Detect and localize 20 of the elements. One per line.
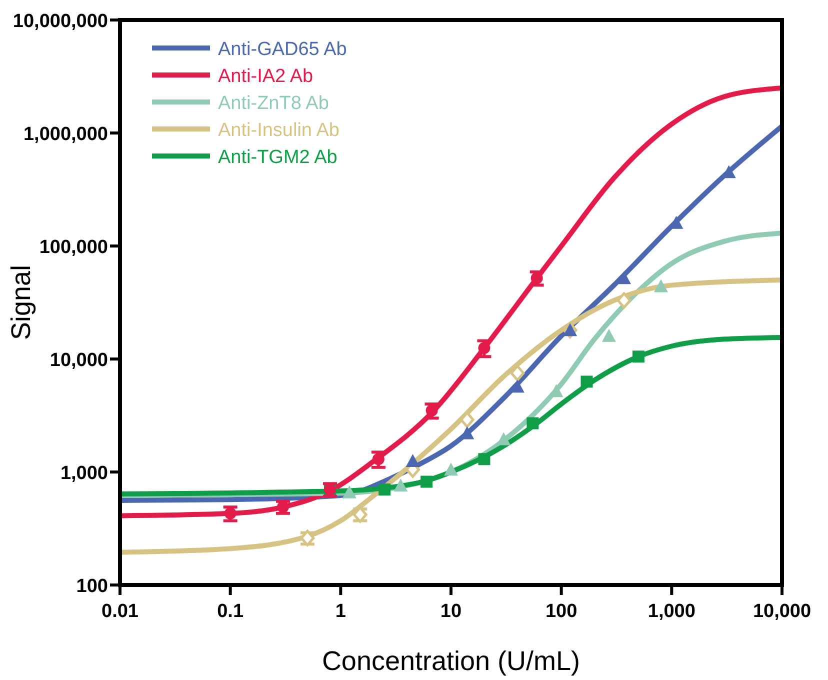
x-tick-label: 10,000: [752, 601, 812, 622]
y-tick-label: 10,000: [50, 350, 108, 371]
x-tick-label: 10: [440, 601, 462, 622]
legend-label: Anti-TGM2 Ab: [218, 147, 338, 168]
y-tick-label: 100,000: [39, 237, 108, 258]
y-tick-label: 1,000,000: [23, 124, 108, 145]
legend-label: Anti-IA2 Ab: [218, 66, 314, 87]
y-tick-label: 10,000,000: [12, 11, 108, 32]
x-axis-title: Concentration (U/mL): [322, 646, 580, 676]
y-tick-label: 1,000: [60, 463, 108, 484]
legend-label: Anti-ZnT8 Ab: [218, 93, 329, 114]
y-axis-title: Signal: [6, 264, 36, 340]
legend-label: Anti-Insulin Ab: [218, 120, 340, 141]
y-tick-label: 100: [76, 576, 108, 597]
x-tick-label: 0.1: [217, 601, 244, 622]
x-tick-label: 100: [545, 601, 578, 622]
legend-label: Anti-GAD65 Ab: [218, 39, 347, 60]
x-tick-label: 1: [335, 601, 346, 622]
x-tick-label: 1,000: [648, 601, 696, 622]
x-tick-label: 0.01: [102, 601, 139, 622]
